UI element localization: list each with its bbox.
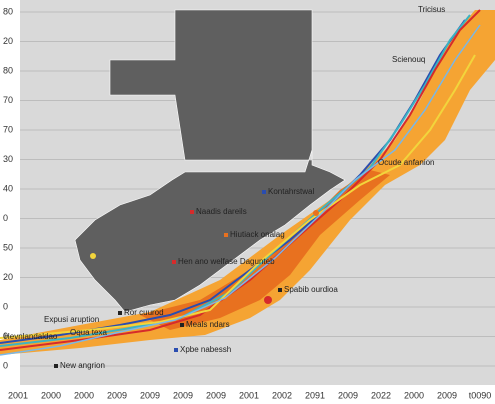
- place-label: Hevnlandaldao: [4, 332, 58, 341]
- x-axis-label: 2091: [305, 390, 325, 400]
- x-axis-label: 2009: [107, 390, 127, 400]
- marker: [313, 210, 319, 216]
- y-axis-label: 30: [3, 154, 13, 164]
- y-axis-label: 0: [3, 213, 8, 223]
- y-axis-label: 0: [3, 360, 8, 370]
- x-axis-label: 2000: [41, 390, 61, 400]
- place-label: Kontahrstwal: [268, 187, 314, 196]
- place-label: Scienouq: [392, 55, 425, 64]
- y-axis-label: 0: [3, 301, 8, 311]
- x-axis-label: 2009: [173, 390, 193, 400]
- y-axis-label: 80: [3, 6, 13, 16]
- place-label: Ror cuurod: [124, 308, 164, 317]
- x-axis-label: 2009: [140, 390, 160, 400]
- x-axis-label: 2022: [371, 390, 391, 400]
- country-shape: [74, 9, 346, 313]
- yellow-line: [0, 54, 476, 339]
- marker: [90, 253, 96, 259]
- place-marker: [172, 260, 176, 264]
- place-marker: [118, 311, 122, 315]
- place-label: Hiutiack onalag: [230, 230, 285, 239]
- place-label: Expusi aruption: [44, 315, 99, 324]
- y-axis-label: 0: [3, 331, 8, 341]
- y-axis-label: 50: [3, 242, 13, 252]
- x-axis-label: 2001: [239, 390, 259, 400]
- place-marker: [262, 190, 266, 194]
- place-marker: [180, 323, 184, 327]
- y-axis-label: 20: [3, 36, 13, 46]
- x-axis-label: 2001: [8, 390, 28, 400]
- x-axis-label: 2000: [404, 390, 424, 400]
- place-label: New angrion: [60, 361, 105, 370]
- place-marker: [224, 233, 228, 237]
- place-label: Xpbe nabessh: [180, 345, 231, 354]
- place-marker: [174, 348, 178, 352]
- place-label: Tricisus: [418, 5, 445, 14]
- place-marker: [190, 210, 194, 214]
- x-axis-label: 2000: [74, 390, 94, 400]
- y-axis-label: 40: [3, 183, 13, 193]
- red-line: [0, 9, 481, 351]
- place-marker: [54, 364, 58, 368]
- place-label: Oqua texa: [70, 328, 107, 337]
- place-marker: [278, 288, 282, 292]
- x-axis-label: 2009: [206, 390, 226, 400]
- place-label: Hen ano welfase Dagunteb: [178, 257, 275, 266]
- x-axis-label: 2002: [272, 390, 292, 400]
- marker: [264, 296, 272, 304]
- x-axis-label: 2009: [338, 390, 358, 400]
- y-axis-label: 20: [3, 272, 13, 282]
- y-axis-label: 70: [3, 95, 13, 105]
- place-label: Meals ndars: [186, 320, 230, 329]
- x-axis-label: 2009: [437, 390, 457, 400]
- x-axis-label: t0090: [469, 390, 492, 400]
- place-label: Naadis dareils: [196, 207, 247, 216]
- y-axis-label: 80: [3, 65, 13, 75]
- y-axis-label: 70: [3, 124, 13, 134]
- lightblue-line: [0, 24, 481, 356]
- place-label: Ocude anfanion: [378, 158, 435, 167]
- place-label: Spabib ourdioa: [284, 285, 338, 294]
